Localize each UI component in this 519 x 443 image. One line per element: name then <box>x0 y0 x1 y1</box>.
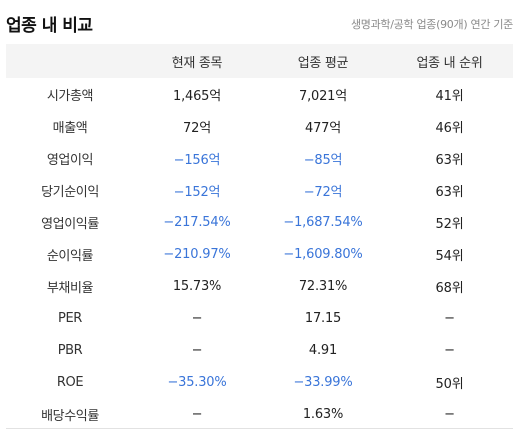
row-label: 당기순이익 <box>41 184 99 200</box>
table-row: 영업이익률 −217.54% −1,687.54% 52위 <box>6 206 513 238</box>
current-value: −217.54% <box>163 214 231 230</box>
rank-value: 46위 <box>435 120 464 136</box>
average-value: −85억 <box>303 152 343 168</box>
row-label: PBR <box>57 342 83 358</box>
current-value: − <box>191 406 203 422</box>
table-header-row: 현재 종목 업종 평균 업종 내 순위 <box>6 44 513 78</box>
table-bottom-divider <box>6 428 513 429</box>
row-label: PER <box>58 310 82 326</box>
current-value: − <box>191 310 203 326</box>
table-row: 매출액 72억 477억 46위 <box>6 110 513 142</box>
table-row: 배당수익률 − 1.63% − <box>6 398 513 430</box>
column-header-current: 현재 종목 <box>171 55 223 71</box>
rank-value: 63위 <box>435 184 464 200</box>
current-value: −210.97% <box>163 246 231 262</box>
table-row: 당기순이익 −152억 −72억 63위 <box>6 174 513 206</box>
current-value: 15.73% <box>172 278 222 294</box>
row-label: 부채비율 <box>46 280 94 296</box>
row-label: 배당수익률 <box>41 408 99 424</box>
average-value: 1.63% <box>302 406 344 422</box>
rank-value: − <box>444 342 455 358</box>
row-label: ROE <box>56 374 84 390</box>
rank-value: 50위 <box>435 376 464 392</box>
average-value: −72억 <box>303 184 343 200</box>
current-value: 1,465억 <box>173 88 221 104</box>
average-value: −33.99% <box>293 374 353 390</box>
table-row: ROE −35.30% −33.99% 50위 <box>6 366 513 398</box>
current-value: − <box>191 342 203 358</box>
average-value: 17.15 <box>304 310 342 326</box>
row-label: 영업이익 <box>46 152 94 168</box>
row-label: 매출액 <box>52 120 88 136</box>
column-header-metric <box>6 44 134 78</box>
row-label: 순이익률 <box>46 248 94 264</box>
industry-comparison-table: 현재 종목 업종 평균 업종 내 순위 시가총액 1,465억 7,021억 4… <box>6 44 513 430</box>
table-row: 영업이익 −156억 −85억 63위 <box>6 142 513 174</box>
average-value: 7,021억 <box>299 88 347 104</box>
rank-value: 68위 <box>435 280 464 296</box>
row-label: 영업이익률 <box>41 216 99 232</box>
table-row: 시가총액 1,465억 7,021억 41위 <box>6 78 513 110</box>
rank-value: − <box>444 406 455 422</box>
current-value: −152억 <box>173 184 221 200</box>
column-header-average: 업종 평균 <box>297 55 349 71</box>
section-header: 업종 내 비교 생명과학/공학 업종(90개) 연간 기준 <box>0 0 519 44</box>
average-value: 72.31% <box>298 278 348 294</box>
current-value: −156억 <box>173 152 221 168</box>
current-value: 72억 <box>183 120 211 136</box>
rank-value: 63위 <box>435 152 464 168</box>
rank-value: 54위 <box>435 248 464 264</box>
table-row: 부채비율 15.73% 72.31% 68위 <box>6 270 513 302</box>
table-row: 순이익률 −210.97% −1,609.80% 54위 <box>6 238 513 270</box>
table-row: PER − 17.15 − <box>6 302 513 334</box>
section-title: 업종 내 비교 <box>6 16 93 36</box>
current-value: −35.30% <box>167 374 227 390</box>
column-header-rank: 업종 내 순위 <box>416 55 483 71</box>
rank-value: 52위 <box>435 216 464 232</box>
average-value: −1,687.54% <box>283 214 363 230</box>
industry-basis-note: 생명과학/공학 업종(90개) 연간 기준 <box>350 18 513 31</box>
rank-value: − <box>444 310 455 326</box>
average-value: 4.91 <box>308 342 338 358</box>
average-value: −1,609.80% <box>283 246 363 262</box>
average-value: 477억 <box>305 120 341 136</box>
table-row: PBR − 4.91 − <box>6 334 513 366</box>
rank-value: 41위 <box>435 88 464 104</box>
row-label: 시가총액 <box>46 88 94 104</box>
